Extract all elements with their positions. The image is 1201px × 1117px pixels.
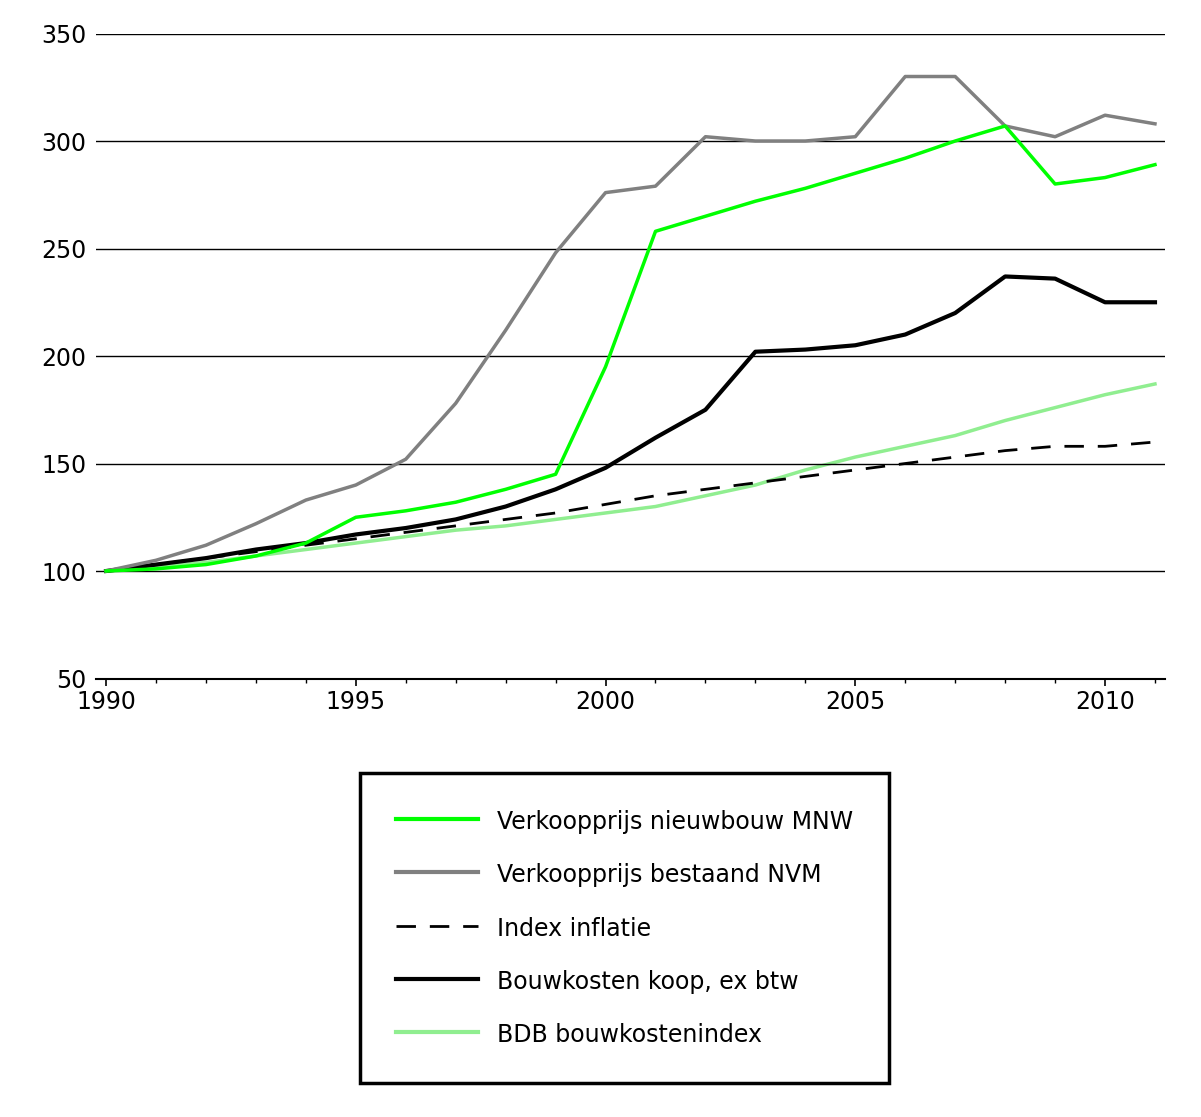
Legend: Verkoopprijs nieuwbouw MNW, Verkoopprijs bestaand NVM, Index inflatie, Bouwkoste: Verkoopprijs nieuwbouw MNW, Verkoopprijs… — [360, 773, 889, 1082]
